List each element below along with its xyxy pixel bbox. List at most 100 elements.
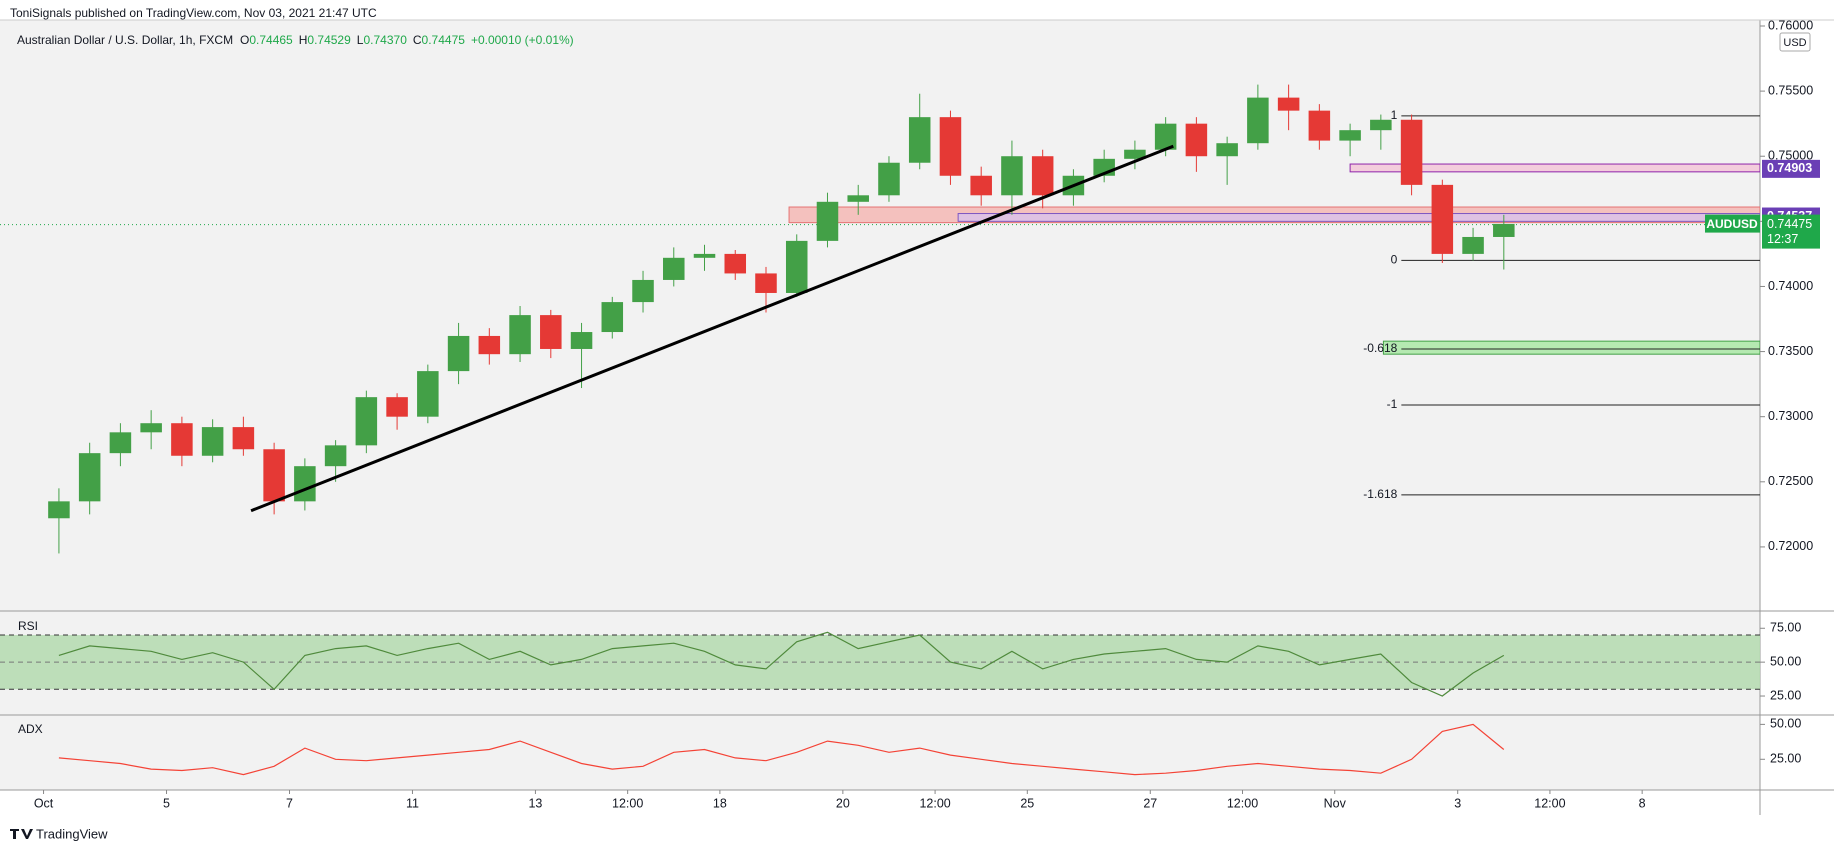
y-tick-label: 75.00: [1770, 621, 1801, 635]
legend-value: 0.74370: [363, 33, 407, 47]
candle-body: [878, 162, 900, 196]
x-tick-label: 5: [163, 796, 170, 810]
candle-body: [1277, 97, 1300, 111]
x-tick-label: 8: [1639, 796, 1646, 810]
candle-body: [232, 427, 255, 450]
x-tick-label: 12:00: [612, 796, 643, 810]
symbol-label: AUDUSD: [1706, 217, 1758, 231]
x-tick-label: 12:00: [919, 796, 950, 810]
candle-body: [693, 253, 716, 258]
candle-body: [478, 335, 501, 355]
y-tick-label: 0.73500: [1768, 344, 1813, 358]
zone: [1382, 340, 1760, 355]
candle-body: [417, 371, 439, 417]
candle-body: [816, 201, 839, 241]
legend-value: 0.74529: [307, 33, 351, 47]
x-tick-label: 3: [1454, 796, 1461, 810]
candle-body: [201, 427, 224, 456]
y-tick-label: 0.75500: [1768, 83, 1813, 97]
y-tick-label: 50.00: [1770, 654, 1801, 668]
candle-body: [632, 279, 654, 303]
price-tag: [1762, 214, 1820, 249]
candle-body: [570, 332, 593, 349]
x-tick-label: Nov: [1324, 796, 1347, 810]
candle-body: [294, 466, 316, 502]
candle-body: [785, 240, 808, 293]
fib-label: 0: [1391, 253, 1398, 267]
x-tick-label: 13: [528, 796, 542, 810]
y-tick-label: 0.72000: [1768, 539, 1813, 553]
x-tick-label: 20: [836, 796, 850, 810]
y-tick-label: 25.00: [1770, 688, 1801, 702]
candle-body: [908, 117, 931, 163]
indicator-line: [58, 723, 1505, 776]
candle-body: [109, 432, 132, 454]
legend-value: +0.00010 (+0.01%): [471, 33, 574, 47]
plot: 1 0 -0.618 -1 -1.618: [0, 84, 1760, 554]
candle-body: [171, 423, 193, 456]
price-tag-label: 0.74903: [1767, 161, 1812, 175]
candle-body: [724, 253, 747, 274]
candle-body: [755, 273, 777, 293]
credit: ToniSignals published on TradingView.com…: [10, 6, 377, 20]
candle-body: [1493, 223, 1515, 237]
y-tick-label: 0.76000: [1768, 18, 1813, 32]
candle-body: [1339, 130, 1361, 141]
y-tick-label: 0.75000: [1768, 149, 1813, 163]
symbol-tag: [1705, 214, 1760, 233]
legend-key: C: [413, 33, 422, 47]
candle-body: [447, 335, 470, 372]
fib-label: -0.618: [1363, 341, 1397, 355]
y-tick-label: 0.74000: [1768, 279, 1813, 293]
candle-body: [48, 501, 70, 519]
x-tick-label: 7: [286, 796, 293, 810]
x-tick-label: 18: [713, 796, 727, 810]
logo: [10, 829, 33, 839]
candle-body: [1001, 156, 1023, 196]
candle-body: [386, 397, 408, 417]
candle-body: [1124, 149, 1146, 159]
pane-label: ADX: [18, 722, 43, 736]
candle-body: [540, 315, 562, 349]
price-tag-label: 0.74475: [1767, 217, 1812, 231]
candle-body: [1185, 123, 1208, 157]
candle-body: [324, 445, 347, 467]
pane-label: RSI: [18, 619, 38, 633]
countdown: 12:37: [1767, 232, 1798, 246]
candle-body: [663, 257, 685, 280]
candle-body: [263, 449, 285, 502]
y-tick-label: 0.72500: [1768, 474, 1813, 488]
x-tick-label: Oct: [34, 796, 54, 810]
x-tick-label: 27: [1143, 796, 1157, 810]
candle-body: [355, 397, 378, 446]
y-tick-label: 50.00: [1770, 717, 1801, 731]
indicator-line: [58, 631, 1505, 697]
fib-label: -1: [1387, 397, 1398, 411]
candle-body: [1308, 110, 1331, 141]
candle-body: [601, 302, 624, 333]
candle-body: [1370, 119, 1392, 131]
candle-body: [78, 453, 101, 502]
candle-body: [1400, 119, 1423, 185]
candle-body: [1247, 97, 1269, 144]
candle-body: [1431, 184, 1454, 254]
zone: [957, 213, 1760, 222]
candle-body: [939, 117, 962, 176]
legend-key: H: [299, 33, 308, 47]
currency-box: [1779, 32, 1811, 52]
candle-body: [1154, 123, 1177, 150]
currency: USD: [1783, 37, 1806, 49]
candle-body: [1216, 143, 1238, 157]
candle-body: [140, 423, 162, 433]
legend-key: O: [240, 33, 249, 47]
candle-body: [970, 175, 992, 196]
legend-value: 0.74475: [422, 33, 466, 47]
candle-body: [1462, 236, 1484, 254]
chart-title: Australian Dollar / U.S. Dollar, 1h, FXC…: [17, 33, 233, 47]
y-tick-label: 25.00: [1770, 752, 1801, 766]
x-tick-label: 25: [1020, 796, 1034, 810]
x-tick-label: 11: [406, 796, 419, 810]
x-tick-label: 12:00: [1534, 796, 1565, 810]
legend-value: 0.74465: [249, 33, 293, 47]
legend-key: L: [357, 33, 364, 47]
